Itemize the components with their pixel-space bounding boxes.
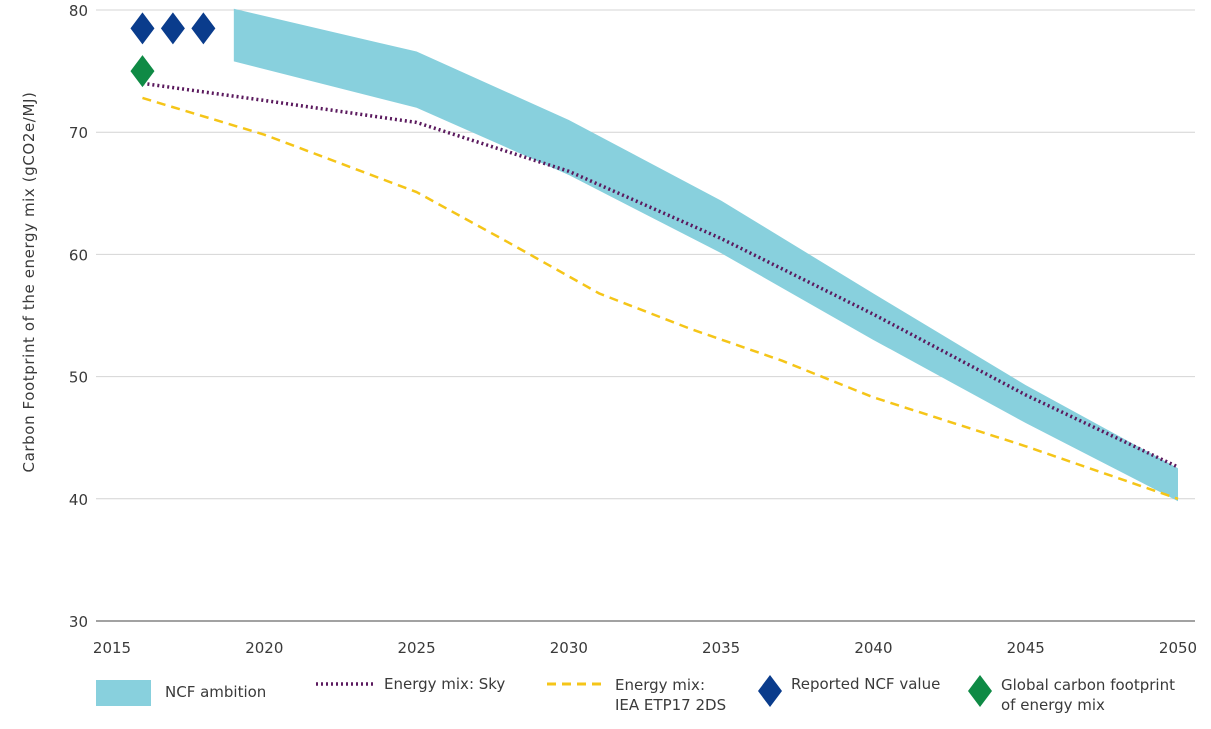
legend-item-ncf-ambition: NCF ambition xyxy=(96,672,266,706)
ncf-ambition-band-layer xyxy=(233,8,1179,502)
legend-item-global-footprint: Global carbon footprint of energy mix xyxy=(967,672,1175,715)
legend-item-energy-mix-sky: Energy mix: Sky xyxy=(316,672,505,694)
global-footprint-marker xyxy=(130,55,155,88)
gridlines xyxy=(96,9,1195,622)
y-tick-label: 50 xyxy=(69,369,88,387)
y-tick-labels: 30 40 50 60 70 80 xyxy=(69,2,88,631)
series-lines-layer xyxy=(142,81,1179,500)
x-tick-label: 2025 xyxy=(397,639,435,657)
reported-ncf-marker xyxy=(191,12,216,45)
legend-label: Energy mix: Sky xyxy=(384,675,506,693)
legend-swatch-band xyxy=(96,680,151,706)
legend-swatch-dashed-line xyxy=(547,682,607,686)
legend-label: Global carbon footprint of energy mix xyxy=(1001,676,1175,714)
legend-swatch-dotted-line xyxy=(316,682,376,686)
x-tick-label: 2045 xyxy=(1007,639,1045,657)
y-axis-title: Carbon Footprint of the energy mix (gCO2… xyxy=(20,92,38,473)
legend-label: NCF ambition xyxy=(165,683,267,701)
ncf-ambition-band xyxy=(233,8,1179,502)
y-tick-label: 60 xyxy=(69,246,88,264)
x-tick-label: 2020 xyxy=(245,639,283,657)
legend-label: Energy mix: IEA ETP17 2DS xyxy=(615,676,727,714)
legend-label: Reported NCF value xyxy=(791,675,941,693)
y-tick-label: 40 xyxy=(69,491,88,509)
x-tick-label: 2035 xyxy=(702,639,740,657)
legend-swatch-green-diamond xyxy=(968,675,992,707)
reported-ncf-marker xyxy=(160,12,185,45)
y-tick-label: 80 xyxy=(69,2,88,20)
legend-item-reported-ncf: Reported NCF value xyxy=(757,672,940,708)
y-tick-label: 30 xyxy=(69,613,88,631)
legend: NCF ambition Energy mix: Sky Energy mix:… xyxy=(0,672,1211,729)
series-line-energy-mix-iea xyxy=(142,96,1179,500)
y-tick-label: 70 xyxy=(69,124,88,142)
reported-ncf-marker xyxy=(130,12,155,45)
markers-layer xyxy=(130,12,216,88)
x-tick-labels: 2015 2020 2025 2030 2035 2040 2045 2050 xyxy=(93,639,1197,657)
x-tick-label: 2040 xyxy=(854,639,892,657)
x-tick-label: 2030 xyxy=(550,639,588,657)
x-tick-label: 2015 xyxy=(93,639,131,657)
x-tick-label: 2050 xyxy=(1159,639,1197,657)
legend-swatch-blue-diamond xyxy=(758,675,782,707)
series-line-energy-mix-sky xyxy=(142,81,1179,469)
legend-item-energy-mix-iea: Energy mix: IEA ETP17 2DS xyxy=(547,672,726,715)
